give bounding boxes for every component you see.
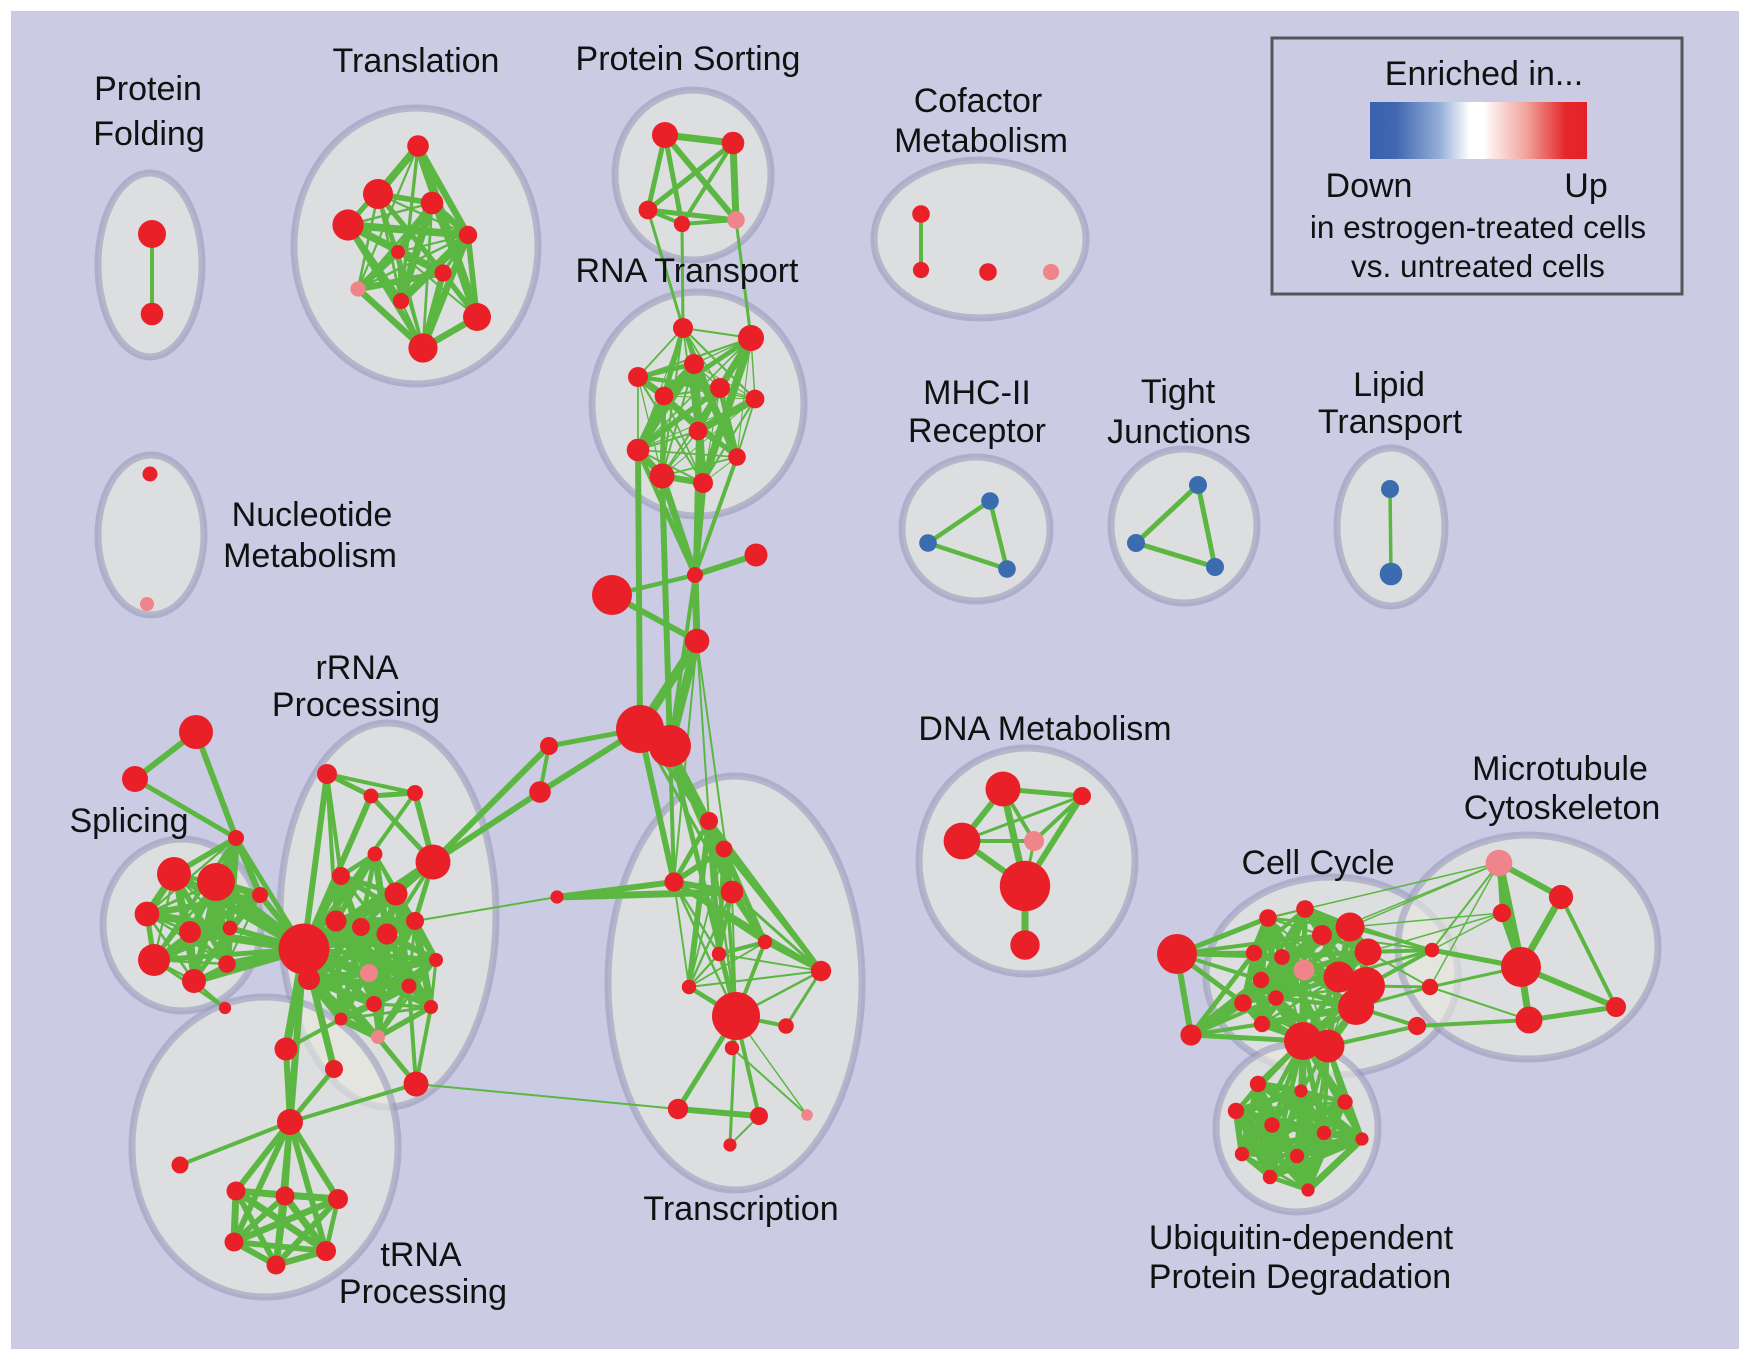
svg-text:Tight: Tight [1141, 373, 1216, 411]
svg-text:rRNA: rRNA [315, 649, 398, 687]
svg-text:Cytoskeleton: Cytoskeleton [1464, 789, 1661, 827]
svg-text:Receptor: Receptor [908, 412, 1046, 450]
svg-text:Nucleotide: Nucleotide [232, 496, 393, 534]
svg-text:Translation: Translation [333, 42, 500, 80]
svg-text:Cell Cycle: Cell Cycle [1241, 844, 1394, 882]
svg-text:Lipid: Lipid [1353, 366, 1425, 404]
svg-text:Cofactor: Cofactor [914, 82, 1043, 120]
svg-text:Splicing: Splicing [69, 802, 188, 840]
svg-text:Enriched in...: Enriched in... [1385, 55, 1583, 93]
svg-text:Protein: Protein [94, 70, 202, 108]
svg-text:RNA Transport: RNA Transport [576, 252, 800, 290]
svg-text:Processing: Processing [339, 1273, 507, 1311]
svg-text:Folding: Folding [93, 115, 205, 153]
svg-text:MHC-II: MHC-II [923, 374, 1031, 412]
svg-text:Ubiquitin-dependent: Ubiquitin-dependent [1149, 1219, 1454, 1257]
svg-text:Protein Sorting: Protein Sorting [576, 40, 801, 78]
svg-text:tRNA: tRNA [380, 1236, 462, 1274]
svg-text:DNA Metabolism: DNA Metabolism [918, 710, 1171, 748]
svg-text:Metabolism: Metabolism [223, 537, 397, 575]
svg-text:Junctions: Junctions [1107, 413, 1251, 451]
svg-text:vs. untreated cells: vs. untreated cells [1351, 248, 1605, 284]
svg-text:Processing: Processing [272, 686, 440, 724]
svg-text:Transport: Transport [1318, 403, 1463, 441]
svg-text:Protein Degradation: Protein Degradation [1149, 1258, 1451, 1296]
svg-text:Down: Down [1326, 167, 1413, 205]
svg-text:Microtubule: Microtubule [1472, 750, 1648, 788]
svg-text:Up: Up [1564, 167, 1607, 205]
svg-text:Transcription: Transcription [643, 1190, 838, 1228]
svg-text:Metabolism: Metabolism [894, 122, 1068, 160]
svg-text:in estrogen-treated cells: in estrogen-treated cells [1310, 209, 1646, 245]
